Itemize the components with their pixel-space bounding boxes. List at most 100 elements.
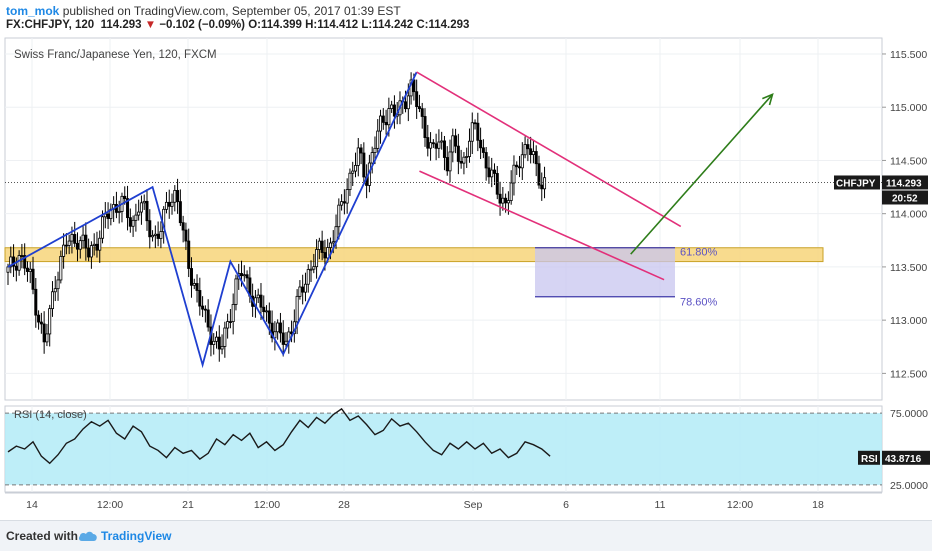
candle-body bbox=[387, 108, 391, 126]
candle-body bbox=[434, 143, 438, 149]
candle-body bbox=[534, 151, 538, 165]
candle-body bbox=[362, 152, 366, 178]
candle-body bbox=[214, 336, 218, 342]
candle-body bbox=[23, 255, 27, 269]
candle-body bbox=[9, 256, 13, 268]
candle-body bbox=[181, 222, 185, 231]
symbol-tag-box bbox=[834, 175, 880, 190]
candle-body bbox=[184, 229, 188, 242]
candle-body bbox=[106, 213, 110, 219]
candle-body bbox=[284, 340, 288, 345]
y-tick-label: 114.500 bbox=[890, 155, 927, 167]
candle-body bbox=[312, 266, 316, 270]
symbol-tag: CHFJPY bbox=[836, 178, 876, 189]
candle-body bbox=[84, 234, 88, 249]
candle-body bbox=[470, 122, 474, 142]
candle-body bbox=[187, 240, 191, 269]
channel-lower-line bbox=[419, 170, 665, 281]
x-tick-label: 6 bbox=[563, 499, 569, 511]
candle-body bbox=[328, 242, 332, 248]
x-tick-label: Sep bbox=[464, 499, 483, 511]
rsi-tag-box bbox=[858, 450, 880, 465]
bar-timer: 20:52 bbox=[892, 193, 918, 204]
candle-body bbox=[226, 321, 230, 329]
rsi-tag: RSI bbox=[861, 454, 878, 465]
ohlc-values: O:114.399 H:114.412 L:114.242 C:114.293 bbox=[248, 19, 470, 31]
candle-body bbox=[70, 234, 74, 242]
chart-area[interactable]: 61.80% 78.60% CHFJPY 114.293 20:52 RSI 43.87… bbox=[0, 0, 932, 520]
rsi-tick-label: 25.0000 bbox=[890, 480, 928, 492]
tradingview-cloud-icon bbox=[78, 531, 97, 541]
candle-body bbox=[228, 321, 232, 323]
created-with-text: Created with bbox=[6, 529, 79, 543]
y-tick-label: 112.500 bbox=[890, 368, 927, 380]
candle-body bbox=[467, 140, 471, 157]
candle-body bbox=[440, 140, 444, 143]
candle-body bbox=[192, 283, 196, 286]
candle-body bbox=[342, 201, 346, 204]
candle-body bbox=[39, 321, 43, 325]
candle-body bbox=[306, 269, 310, 285]
candle-body bbox=[6, 266, 10, 273]
x-tick-label: 12:00 bbox=[97, 499, 123, 511]
author-name[interactable]: tom_mok bbox=[6, 4, 60, 18]
y-tick-label: 115.000 bbox=[890, 102, 927, 114]
candle-body bbox=[376, 130, 380, 149]
candle-body bbox=[337, 204, 341, 228]
candle-body bbox=[206, 309, 210, 328]
candle-body bbox=[167, 201, 171, 207]
candle-body bbox=[540, 184, 544, 190]
candle-body bbox=[462, 156, 466, 164]
fib-retracement-box bbox=[535, 247, 675, 297]
candle-body bbox=[240, 273, 244, 277]
candle-body bbox=[164, 201, 168, 210]
projection-arrowhead-icon bbox=[762, 93, 774, 106]
channel-upper-line bbox=[416, 71, 682, 228]
candle-body bbox=[317, 240, 321, 250]
candle-body bbox=[73, 234, 77, 244]
candle-body bbox=[265, 310, 269, 313]
x-tick-label: 28 bbox=[338, 499, 350, 511]
last-price-label: 114.293 bbox=[886, 178, 922, 189]
candle-body bbox=[142, 200, 146, 204]
candle-body bbox=[309, 268, 313, 271]
fib-label: 78.60% bbox=[680, 297, 718, 309]
candle-body bbox=[14, 265, 18, 271]
projection-arrow-line bbox=[630, 93, 774, 255]
candle-body bbox=[431, 142, 435, 145]
rsi-tick-label: 75.0000 bbox=[890, 408, 928, 420]
rsi-title: RSI (14, close) bbox=[14, 409, 87, 421]
candle-body bbox=[476, 122, 480, 141]
candle-body bbox=[278, 322, 282, 334]
candle-body bbox=[456, 145, 460, 162]
candle-body bbox=[67, 240, 71, 246]
candle-body bbox=[492, 169, 496, 174]
candle-body bbox=[76, 242, 80, 250]
down-arrow-icon: ▼ bbox=[144, 19, 157, 31]
tradingview-brand[interactable]: TradingView bbox=[101, 529, 172, 543]
x-tick-label: 21 bbox=[182, 499, 194, 511]
candle-body bbox=[481, 147, 485, 153]
candle-body bbox=[189, 268, 193, 286]
candle-body bbox=[126, 198, 130, 219]
candle-body bbox=[148, 220, 152, 238]
candle-body bbox=[506, 200, 510, 204]
candle-body bbox=[267, 310, 271, 324]
candle-body bbox=[34, 288, 38, 316]
chart-header: tom_mok published on TradingView.com, Se… bbox=[0, 0, 932, 38]
candle-body bbox=[353, 165, 357, 172]
candle-body bbox=[473, 122, 477, 125]
candle-body bbox=[515, 164, 519, 168]
candle-body bbox=[331, 241, 335, 244]
candle-body bbox=[404, 101, 408, 110]
candle-body bbox=[487, 167, 491, 178]
candle-body bbox=[195, 283, 199, 291]
candle-body bbox=[320, 240, 324, 253]
candle-body bbox=[370, 152, 374, 164]
candle-body bbox=[137, 211, 141, 216]
candle-body bbox=[509, 182, 513, 201]
candle-body bbox=[412, 79, 416, 93]
candle-body bbox=[178, 201, 182, 224]
candle-body bbox=[31, 268, 35, 290]
bar-timer-box bbox=[882, 190, 928, 205]
